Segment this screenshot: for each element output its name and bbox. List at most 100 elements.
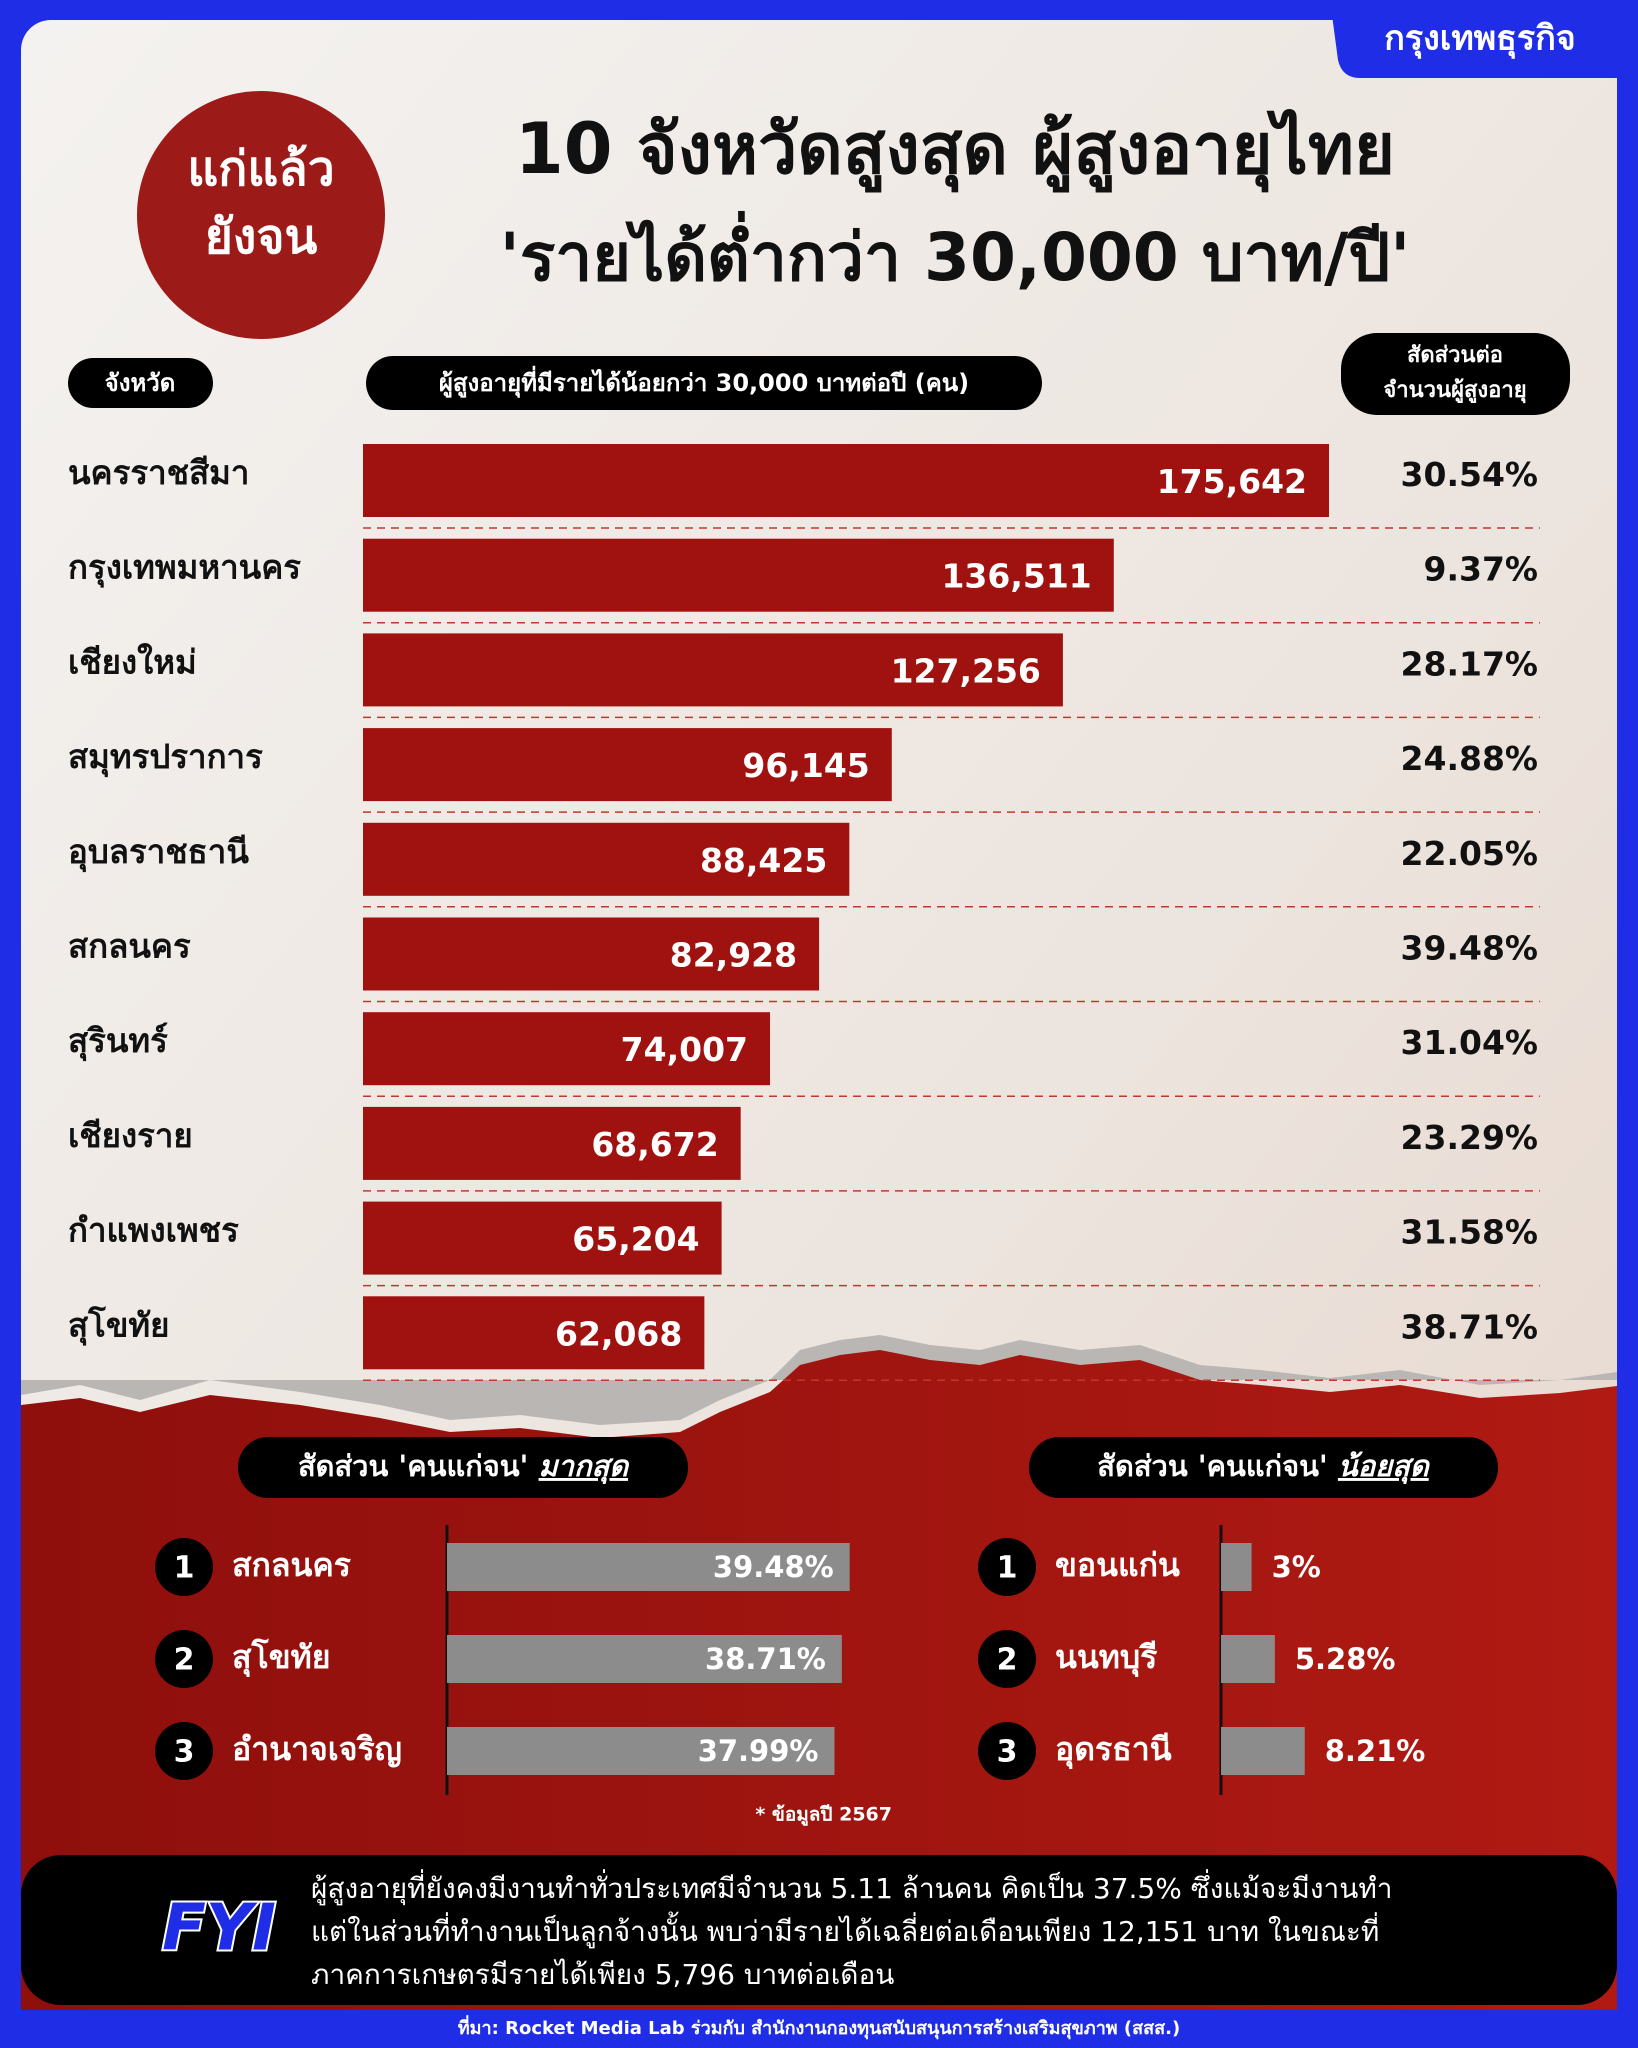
badge [137,91,385,339]
bar [363,728,892,802]
share-label: 24.88% [1401,739,1538,778]
rank: 3 [174,1735,195,1770]
share-header: สัดส่วนต่อ [1407,343,1503,368]
fyi-text: ผู้สูงอายุที่ยังคงมีงานทำทั่วประเทศมีจำน… [311,1869,1393,1991]
value-label: 62,068 [555,1314,682,1353]
rank-circle [155,1722,213,1780]
rank: 1 [997,1551,1018,1586]
share-label: 23.29% [1401,1118,1538,1157]
share-label: 22.05% [1401,834,1538,873]
value-label: 5.28% [1295,1642,1396,1676]
charts: 175,642 นครราชสีมา 30.54% 136,511 กรุงเทพมหา… [68,444,1540,1780]
section-title: สัดส่วน 'คนแก่จน' มากสุด [298,1449,630,1485]
category-label: เชียงราย [68,1116,193,1155]
section-pill [1029,1437,1498,1498]
bar [363,633,1063,707]
value-label: 39.48% [713,1550,834,1584]
rank-circle [978,1538,1036,1596]
rank-circle [155,1538,213,1596]
category-label: นครราชสีมา [68,453,249,492]
fyi-box [21,1855,1617,2005]
rank: 2 [174,1643,195,1678]
value-label: 8.21% [1325,1734,1426,1768]
value-label: 38.71% [705,1642,826,1676]
value-label: 88,425 [700,841,827,880]
category-label: สมุทรปราการ [68,737,263,778]
badge-line: ยังจน [205,209,318,265]
bar [363,1296,705,1370]
header-pill [68,358,213,408]
value-label: 175,642 [1157,462,1307,501]
fyi-line: แต่ในส่วนที่ทำงานเป็นลูกจ้างนั้น พบว่ามี… [311,1911,1379,1949]
rank-circle [978,1630,1036,1688]
bar [363,822,850,896]
source: ที่มา: Rocket Media Lab ร่วมกับ สำนักงาน… [458,2015,1180,2040]
fyi-line: ผู้สูงอายุที่ยังคงมีงานทำทั่วประเทศมีจำน… [311,1869,1393,1906]
header-pill [1341,333,1570,415]
value-label: 37.99% [698,1734,819,1768]
category-label: กำแพงเพชร [68,1211,239,1250]
category-label: อำนาจเจริญ [232,1730,402,1768]
category-label: เชียงใหม่ [68,642,197,681]
share-label: 39.48% [1401,929,1538,968]
value-label: 127,256 [891,651,1041,690]
bar [363,1012,771,1086]
chart-title: 10 จังหวัดสูงสุด ผู้สูงอายุไทย [515,108,1395,193]
bar [363,538,1114,612]
bar [363,1201,722,1275]
bar [1221,1543,1252,1591]
category-label: กรุงเทพมหานคร [68,548,301,589]
share-label: 9.37% [1424,550,1539,589]
section-title-emphasis: น้อยสุด [1338,1449,1431,1485]
fyi-logo: FYI [162,1892,276,1966]
rank: 2 [997,1643,1018,1678]
badge-line: แก่แล้ว [187,141,334,197]
value-label: 3% [1272,1550,1321,1584]
category-label: ขอนแก่น [1055,1546,1180,1584]
section-title-emphasis: มากสุด [539,1449,631,1485]
brand-tab [1330,0,1638,78]
rank: 1 [174,1551,195,1586]
category-label: สุโขทัย [232,1638,330,1678]
category-label: สุโขทัย [68,1305,170,1346]
bar [363,1106,741,1180]
rank: 3 [997,1735,1018,1770]
category-header: จังหวัด [105,369,176,397]
category-label: นนทบุรี [1055,1638,1157,1678]
footnote: * ข้อมูลปี 2567 [755,1804,892,1827]
bar [1221,1727,1305,1775]
category-label: สกลนคร [232,1546,351,1584]
share-label: 30.54% [1401,455,1538,494]
value-label: 82,928 [670,936,797,975]
bar [363,917,820,991]
rank-circle [978,1722,1036,1780]
category-label: สุรินทร์ [68,1021,168,1062]
share-label: 38.71% [1401,1307,1538,1346]
fyi-line: ภาคการเกษตรมีรายได้เพียง 5,796 บาทต่อเดื… [311,1958,894,1991]
bar [447,1727,835,1775]
rank-circle [155,1630,213,1688]
chart-subtitle: 'รายได้ต่ำกว่า 30,000 บาท/ปี' [500,210,1411,296]
section-title-text: สัดส่วน 'คนแก่จน' [1097,1449,1328,1483]
value-label: 65,204 [572,1220,699,1259]
section-title: สัดส่วน 'คนแก่จน' น้อยสุด [1097,1449,1431,1485]
value-header: ผู้สูงอายุที่มีรายได้น้อยกว่า 30,000 บาท… [439,365,969,399]
header-pill [366,356,1042,410]
bar [447,1543,850,1591]
category-label: อุดรธานี [1055,1730,1172,1770]
share-label: 28.17% [1401,644,1538,683]
bar [1221,1635,1275,1683]
section-title-text: สัดส่วน 'คนแก่จน' [298,1449,529,1483]
value-label: 68,672 [591,1125,718,1164]
bar [363,444,1329,517]
share-header: จำนวนผู้สูงอายุ [1383,378,1526,404]
category-label: อุบลราชธานี [68,832,249,873]
value-label: 96,145 [742,746,869,785]
share-label: 31.04% [1401,1023,1538,1062]
category-label: สกลนคร [68,927,191,966]
value-label: 136,511 [941,557,1091,596]
bar [447,1635,842,1683]
brand: กรุงเทพธุรกิจ [1384,19,1575,60]
